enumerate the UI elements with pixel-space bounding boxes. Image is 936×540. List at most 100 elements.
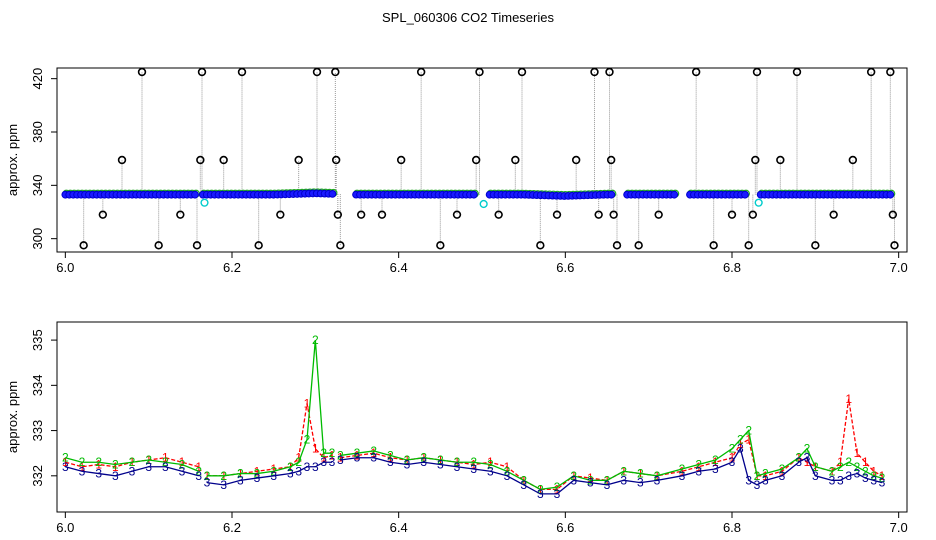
series-1-marker: 1 — [470, 458, 477, 472]
top-xtick-label: 6.0 — [56, 260, 74, 275]
series-3-marker: 3 — [637, 476, 644, 490]
series-3-marker: 3 — [620, 473, 627, 487]
series-3-marker: 3 — [337, 453, 344, 467]
series-1-marker: 1 — [762, 469, 769, 483]
top-xtick-label: 6.6 — [556, 260, 574, 275]
series-2-marker: 2 — [237, 467, 244, 481]
outlier-point — [727, 210, 737, 219]
series-3-marker: 3 — [312, 460, 319, 474]
series-3-marker: 3 — [287, 467, 294, 481]
series-2-line — [65, 457, 199, 472]
series-1-marker: 1 — [879, 469, 886, 483]
series-2-marker: 2 — [712, 453, 719, 467]
series-1-marker: 1 — [329, 448, 336, 462]
baseline-point — [470, 190, 478, 199]
series-2-marker: 2 — [254, 467, 261, 481]
top-ylabel: approx. ppm — [5, 124, 20, 196]
series-2-marker: 2 — [845, 455, 852, 469]
outlier-point — [331, 67, 340, 77]
series-2-marker: 2 — [454, 455, 461, 469]
outlier-point — [276, 210, 285, 219]
series-3-marker: 3 — [879, 476, 886, 490]
outlier-point — [356, 210, 366, 219]
series-2-marker: 2 — [762, 467, 769, 481]
outlier-point — [154, 241, 163, 250]
outlier-point — [886, 67, 895, 77]
series-2-line — [340, 429, 883, 491]
series-2-marker: 2 — [62, 451, 69, 465]
series-1-marker: 1 — [270, 462, 277, 476]
series-2-marker: 2 — [587, 473, 594, 487]
outlier-point — [396, 155, 406, 165]
series-1-marker: 1 — [804, 455, 811, 469]
outlier-point — [137, 67, 147, 77]
outlier-point — [776, 155, 785, 165]
series-3-marker: 3 — [329, 455, 336, 469]
series-3-marker: 3 — [404, 458, 411, 472]
series-1-marker: 1 — [320, 451, 327, 465]
outlier-point — [377, 210, 387, 219]
series-3-marker: 3 — [804, 451, 811, 465]
series-2-marker: 2 — [870, 469, 877, 483]
series-2-marker: 2 — [754, 469, 761, 483]
series-3-marker: 3 — [870, 473, 877, 487]
outlier-point — [331, 155, 341, 165]
top-y-axis: 300 340 380 420 — [30, 68, 57, 250]
series-3-marker: 3 — [204, 476, 211, 490]
outlier-point — [436, 241, 445, 250]
series-1-marker: 1 — [737, 437, 744, 451]
outlier-point — [848, 155, 858, 165]
series-2-marker: 2 — [862, 464, 869, 478]
bottom-panel: approx. ppm 6.0 6.2 6.4 6.6 6.8 7.0 332333334… — [5, 321, 908, 535]
top-xtick-label: 6.2 — [223, 260, 241, 275]
series-1-marker: 1 — [554, 482, 561, 496]
series-2-marker: 2 — [879, 471, 886, 485]
outlier-point — [752, 67, 762, 77]
bottom-ylabel: approx. ppm — [5, 381, 20, 453]
outlier-point — [590, 67, 599, 77]
series-2-marker: 2 — [420, 451, 427, 465]
series-2-marker: 2 — [404, 453, 411, 467]
series-1-marker: 1 — [112, 460, 119, 474]
outlier-point — [511, 155, 520, 165]
series-1-marker: 1 — [712, 455, 719, 469]
series-1-marker: 1 — [304, 396, 311, 410]
top-ytick-label: 300 — [30, 228, 45, 250]
series-1-marker: 1 — [745, 433, 752, 447]
outlier-point — [336, 241, 345, 250]
series-2-marker: 2 — [162, 455, 169, 469]
series-3-line — [340, 447, 883, 495]
series-2-marker: 2 — [295, 455, 302, 469]
series-3-marker: 3 — [354, 451, 361, 465]
outlier-point — [117, 155, 127, 165]
series-3-marker: 3 — [654, 473, 661, 487]
bottom-xtick-label: 6.8 — [723, 520, 741, 535]
cyan-point — [754, 198, 763, 207]
outlier-point — [294, 155, 303, 165]
outlier-point — [494, 210, 503, 219]
series-2-marker: 2 — [829, 464, 836, 478]
bottom-xtick-label: 7.0 — [890, 520, 908, 535]
series-3-marker: 3 — [79, 464, 86, 478]
outlier-point — [829, 210, 838, 219]
bottom-xtick-label: 6.0 — [56, 520, 74, 535]
series-3-marker: 3 — [387, 455, 394, 469]
series-1-marker: 1 — [587, 471, 594, 485]
outlier-point — [333, 210, 343, 219]
outlier-point — [552, 210, 562, 219]
outlier-point — [792, 67, 802, 77]
top-ytick-label: 420 — [30, 68, 45, 90]
outlier-point — [866, 67, 876, 77]
series-2-marker: 2 — [487, 458, 494, 472]
top-xtick-label: 6.4 — [390, 260, 408, 275]
series-3-marker: 3 — [220, 478, 227, 492]
outlier-point — [606, 155, 616, 165]
series-1-marker: 1 — [79, 460, 86, 474]
series-2-marker: 2 — [329, 446, 336, 460]
outlier-point — [197, 67, 207, 77]
series-3-marker: 3 — [862, 471, 869, 485]
series-3-marker: 3 — [845, 469, 852, 483]
series-1-marker: 1 — [195, 460, 202, 474]
series-3-marker: 3 — [854, 467, 861, 481]
